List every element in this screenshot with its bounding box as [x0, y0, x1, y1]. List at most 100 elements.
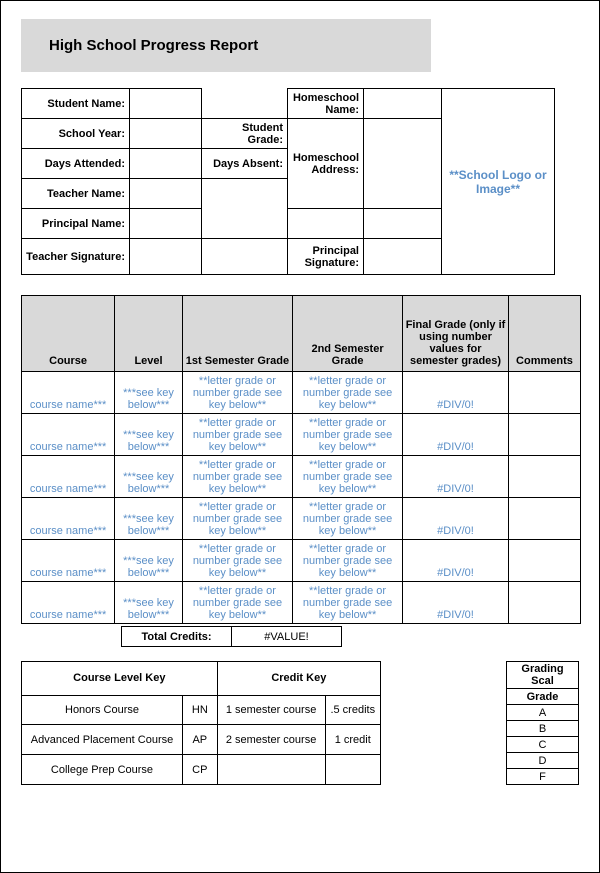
- label-school-year: School Year:: [22, 119, 130, 149]
- field-homeschool-address[interactable]: [364, 119, 442, 209]
- course-level-name: Honors Course: [22, 695, 183, 725]
- course-cell-sem2[interactable]: **letter grade or number grade see key b…: [293, 414, 403, 456]
- grading-scale-header2: Grade: [507, 689, 579, 705]
- course-cell-level[interactable]: ***see key below***: [115, 498, 183, 540]
- blank-cell: [288, 209, 364, 239]
- course-cell-level[interactable]: ***see key below***: [115, 540, 183, 582]
- courses-table: Course Level 1st Semester Grade 2nd Seme…: [21, 295, 581, 624]
- course-cell-final[interactable]: #DIV/0!: [403, 540, 509, 582]
- key-row: College Prep CourseCP: [22, 755, 381, 785]
- school-logo-placeholder: **School Logo or Image**: [442, 89, 555, 275]
- field-teacher-signature[interactable]: [130, 239, 202, 275]
- blank-cell: [202, 89, 288, 119]
- course-cell-course[interactable]: course name***: [22, 414, 115, 456]
- value-total-credits: #VALUE!: [232, 627, 342, 647]
- course-row: course name******see key below*****lette…: [22, 540, 581, 582]
- header-course: Course: [22, 296, 115, 372]
- course-cell-sem1[interactable]: **letter grade or number grade see key b…: [182, 414, 292, 456]
- course-cell-course[interactable]: course name***: [22, 582, 115, 624]
- course-cell-sem1[interactable]: **letter grade or number grade see key b…: [182, 582, 292, 624]
- grading-grade: C: [507, 737, 579, 753]
- course-cell-sem1[interactable]: **letter grade or number grade see key b…: [182, 372, 292, 414]
- course-level-name: College Prep Course: [22, 755, 183, 785]
- keys-section: Course Level Key Credit Key Honors Cours…: [21, 661, 579, 785]
- label-days-attended: Days Attended:: [22, 149, 130, 179]
- field-student-name[interactable]: [130, 89, 202, 119]
- header-sem2: 2nd Semester Grade: [293, 296, 403, 372]
- course-row: course name******see key below*****lette…: [22, 414, 581, 456]
- field-homeschool-name[interactable]: [364, 89, 442, 119]
- grading-scale-table: Grading Scal Grade ABCDF: [506, 661, 579, 785]
- label-homeschool-address: Homeschool Address:: [288, 119, 364, 209]
- total-credits-row: Total Credits: #VALUE!: [121, 626, 342, 647]
- course-cell-sem1[interactable]: **letter grade or number grade see key b…: [182, 540, 292, 582]
- course-cell-final[interactable]: #DIV/0!: [403, 372, 509, 414]
- course-cell-course[interactable]: course name***: [22, 372, 115, 414]
- grading-row: D: [507, 753, 579, 769]
- course-cell-comments[interactable]: [508, 414, 580, 456]
- field-days-attended[interactable]: [130, 149, 202, 179]
- grading-row: B: [507, 721, 579, 737]
- course-cell-comments[interactable]: [508, 498, 580, 540]
- info-table: Student Name: Homeschool Name: **School …: [21, 88, 555, 275]
- credit-key-value: .5 credits: [325, 695, 380, 725]
- field-school-year[interactable]: [130, 119, 202, 149]
- course-cell-level[interactable]: ***see key below***: [115, 582, 183, 624]
- course-cell-sem2[interactable]: **letter grade or number grade see key b…: [293, 456, 403, 498]
- field-teacher-name[interactable]: [130, 179, 202, 209]
- label-days-absent: Days Absent:: [202, 149, 288, 179]
- blank-cell: [202, 239, 288, 275]
- key-row: Advanced Placement CourseAP2 semester co…: [22, 725, 381, 755]
- course-level-code: HN: [182, 695, 217, 725]
- course-cell-level[interactable]: ***see key below***: [115, 414, 183, 456]
- label-teacher-signature: Teacher Signature:: [22, 239, 130, 275]
- course-cell-sem1[interactable]: **letter grade or number grade see key b…: [182, 456, 292, 498]
- credit-key-value: [325, 755, 380, 785]
- info-section: Student Name: Homeschool Name: **School …: [21, 88, 579, 275]
- course-cell-course[interactable]: course name***: [22, 540, 115, 582]
- course-cell-level[interactable]: ***see key below***: [115, 456, 183, 498]
- course-row: course name******see key below*****lette…: [22, 456, 581, 498]
- course-cell-final[interactable]: #DIV/0!: [403, 456, 509, 498]
- grading-grade: A: [507, 705, 579, 721]
- course-row: course name******see key below*****lette…: [22, 498, 581, 540]
- course-cell-sem2[interactable]: **letter grade or number grade see key b…: [293, 540, 403, 582]
- course-level-name: Advanced Placement Course: [22, 725, 183, 755]
- course-cell-course[interactable]: course name***: [22, 498, 115, 540]
- course-cell-final[interactable]: #DIV/0!: [403, 414, 509, 456]
- credit-key-value: 1 credit: [325, 725, 380, 755]
- grading-grade: D: [507, 753, 579, 769]
- label-student-grade: Student Grade:: [202, 119, 288, 149]
- field-principal-name[interactable]: [130, 209, 202, 239]
- label-principal-name: Principal Name:: [22, 209, 130, 239]
- credit-key-name: 2 semester course: [217, 725, 325, 755]
- label-total-credits: Total Credits:: [122, 627, 232, 647]
- course-cell-comments[interactable]: [508, 456, 580, 498]
- header-level: Level: [115, 296, 183, 372]
- course-cell-course[interactable]: course name***: [22, 456, 115, 498]
- grading-row: C: [507, 737, 579, 753]
- field-principal-signature[interactable]: [364, 239, 442, 275]
- course-cell-comments[interactable]: [508, 372, 580, 414]
- course-level-code: CP: [182, 755, 217, 785]
- courses-header-row: Course Level 1st Semester Grade 2nd Seme…: [22, 296, 581, 372]
- header-comments: Comments: [508, 296, 580, 372]
- course-cell-level[interactable]: ***see key below***: [115, 372, 183, 414]
- report-title: High School Progress Report: [21, 19, 431, 72]
- course-level-code: AP: [182, 725, 217, 755]
- label-principal-signature: Principal Signature:: [288, 239, 364, 275]
- course-cell-comments[interactable]: [508, 540, 580, 582]
- document-page: High School Progress Report Student Name…: [0, 0, 600, 873]
- course-cell-sem2[interactable]: **letter grade or number grade see key b…: [293, 498, 403, 540]
- course-cell-sem1[interactable]: **letter grade or number grade see key b…: [182, 498, 292, 540]
- course-cell-comments[interactable]: [508, 582, 580, 624]
- header-final: Final Grade (only if using number values…: [403, 296, 509, 372]
- course-cell-sem2[interactable]: **letter grade or number grade see key b…: [293, 372, 403, 414]
- course-cell-final[interactable]: #DIV/0!: [403, 582, 509, 624]
- label-student-name: Student Name:: [22, 89, 130, 119]
- blank-cell: [202, 209, 288, 239]
- course-row: course name******see key below*****lette…: [22, 372, 581, 414]
- course-cell-sem2[interactable]: **letter grade or number grade see key b…: [293, 582, 403, 624]
- course-cell-final[interactable]: #DIV/0!: [403, 498, 509, 540]
- grading-grade: F: [507, 769, 579, 785]
